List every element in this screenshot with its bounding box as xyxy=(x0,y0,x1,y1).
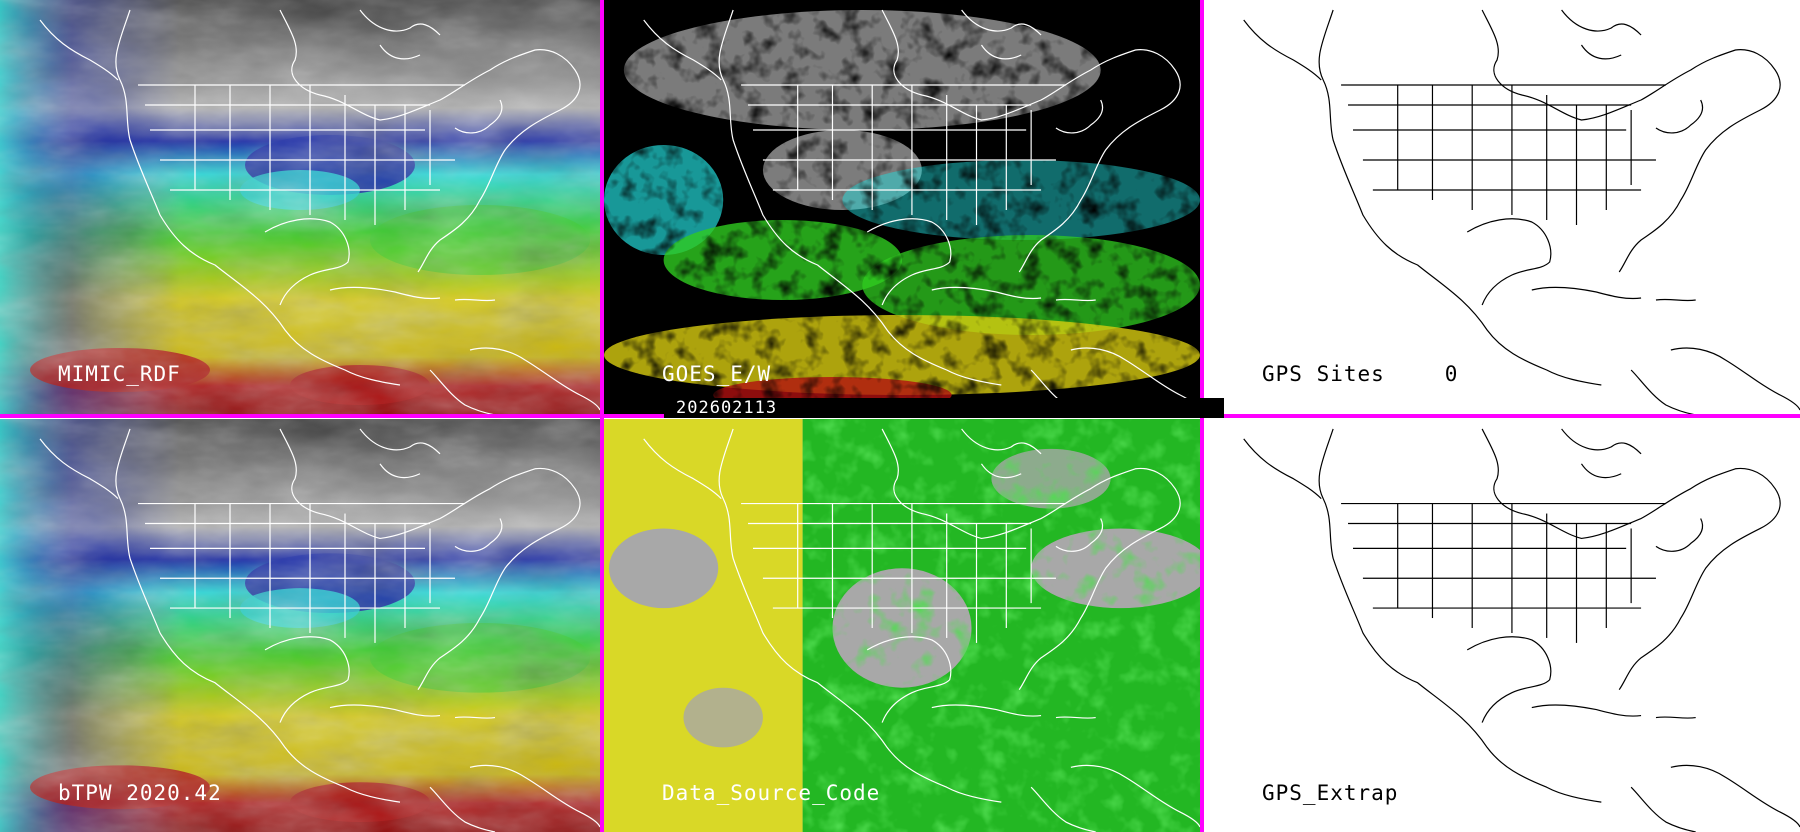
panel-label-gps-extrap: GPS_Extrap xyxy=(1262,781,1399,805)
gps-extrap-map-image xyxy=(1243,428,1800,832)
btpw-map-image xyxy=(0,419,600,832)
data-source-map-image xyxy=(604,419,1200,832)
panel-label-data-source-code: Data_Source_Code xyxy=(662,781,881,805)
panel-data-source-code: Data_Source_Code xyxy=(604,419,1200,832)
panel-mimic-rdf: MIMIC_RDF xyxy=(0,0,600,415)
north-america-outline-icon xyxy=(1243,428,1800,832)
timestamp-bar: 202602113 xyxy=(664,398,1224,418)
north-america-outline-icon xyxy=(1243,9,1800,415)
panel-goes-ew: GOES_E/W xyxy=(604,0,1200,415)
tpw-map-image xyxy=(0,0,600,415)
panel-label-gps-sites: GPS Sites 0 xyxy=(1262,362,1458,386)
panel-label-btpw: bTPW 2020.42 xyxy=(58,781,222,805)
panel-label-goes-ew: GOES_E/W xyxy=(662,362,772,386)
panel-btpw: bTPW 2020.42 xyxy=(0,419,600,832)
gps-sites-count: 0 xyxy=(1444,362,1459,386)
gps-sites-label: GPS Sites xyxy=(1262,362,1385,386)
panel-label-mimic-rdf: MIMIC_RDF xyxy=(58,362,181,386)
goes-map-image xyxy=(604,0,1200,415)
gps-sites-map-image xyxy=(1243,9,1800,415)
panel-gps-sites: GPS Sites 0 xyxy=(1204,0,1800,415)
panel-gps-extrap: GPS_Extrap xyxy=(1204,419,1800,832)
